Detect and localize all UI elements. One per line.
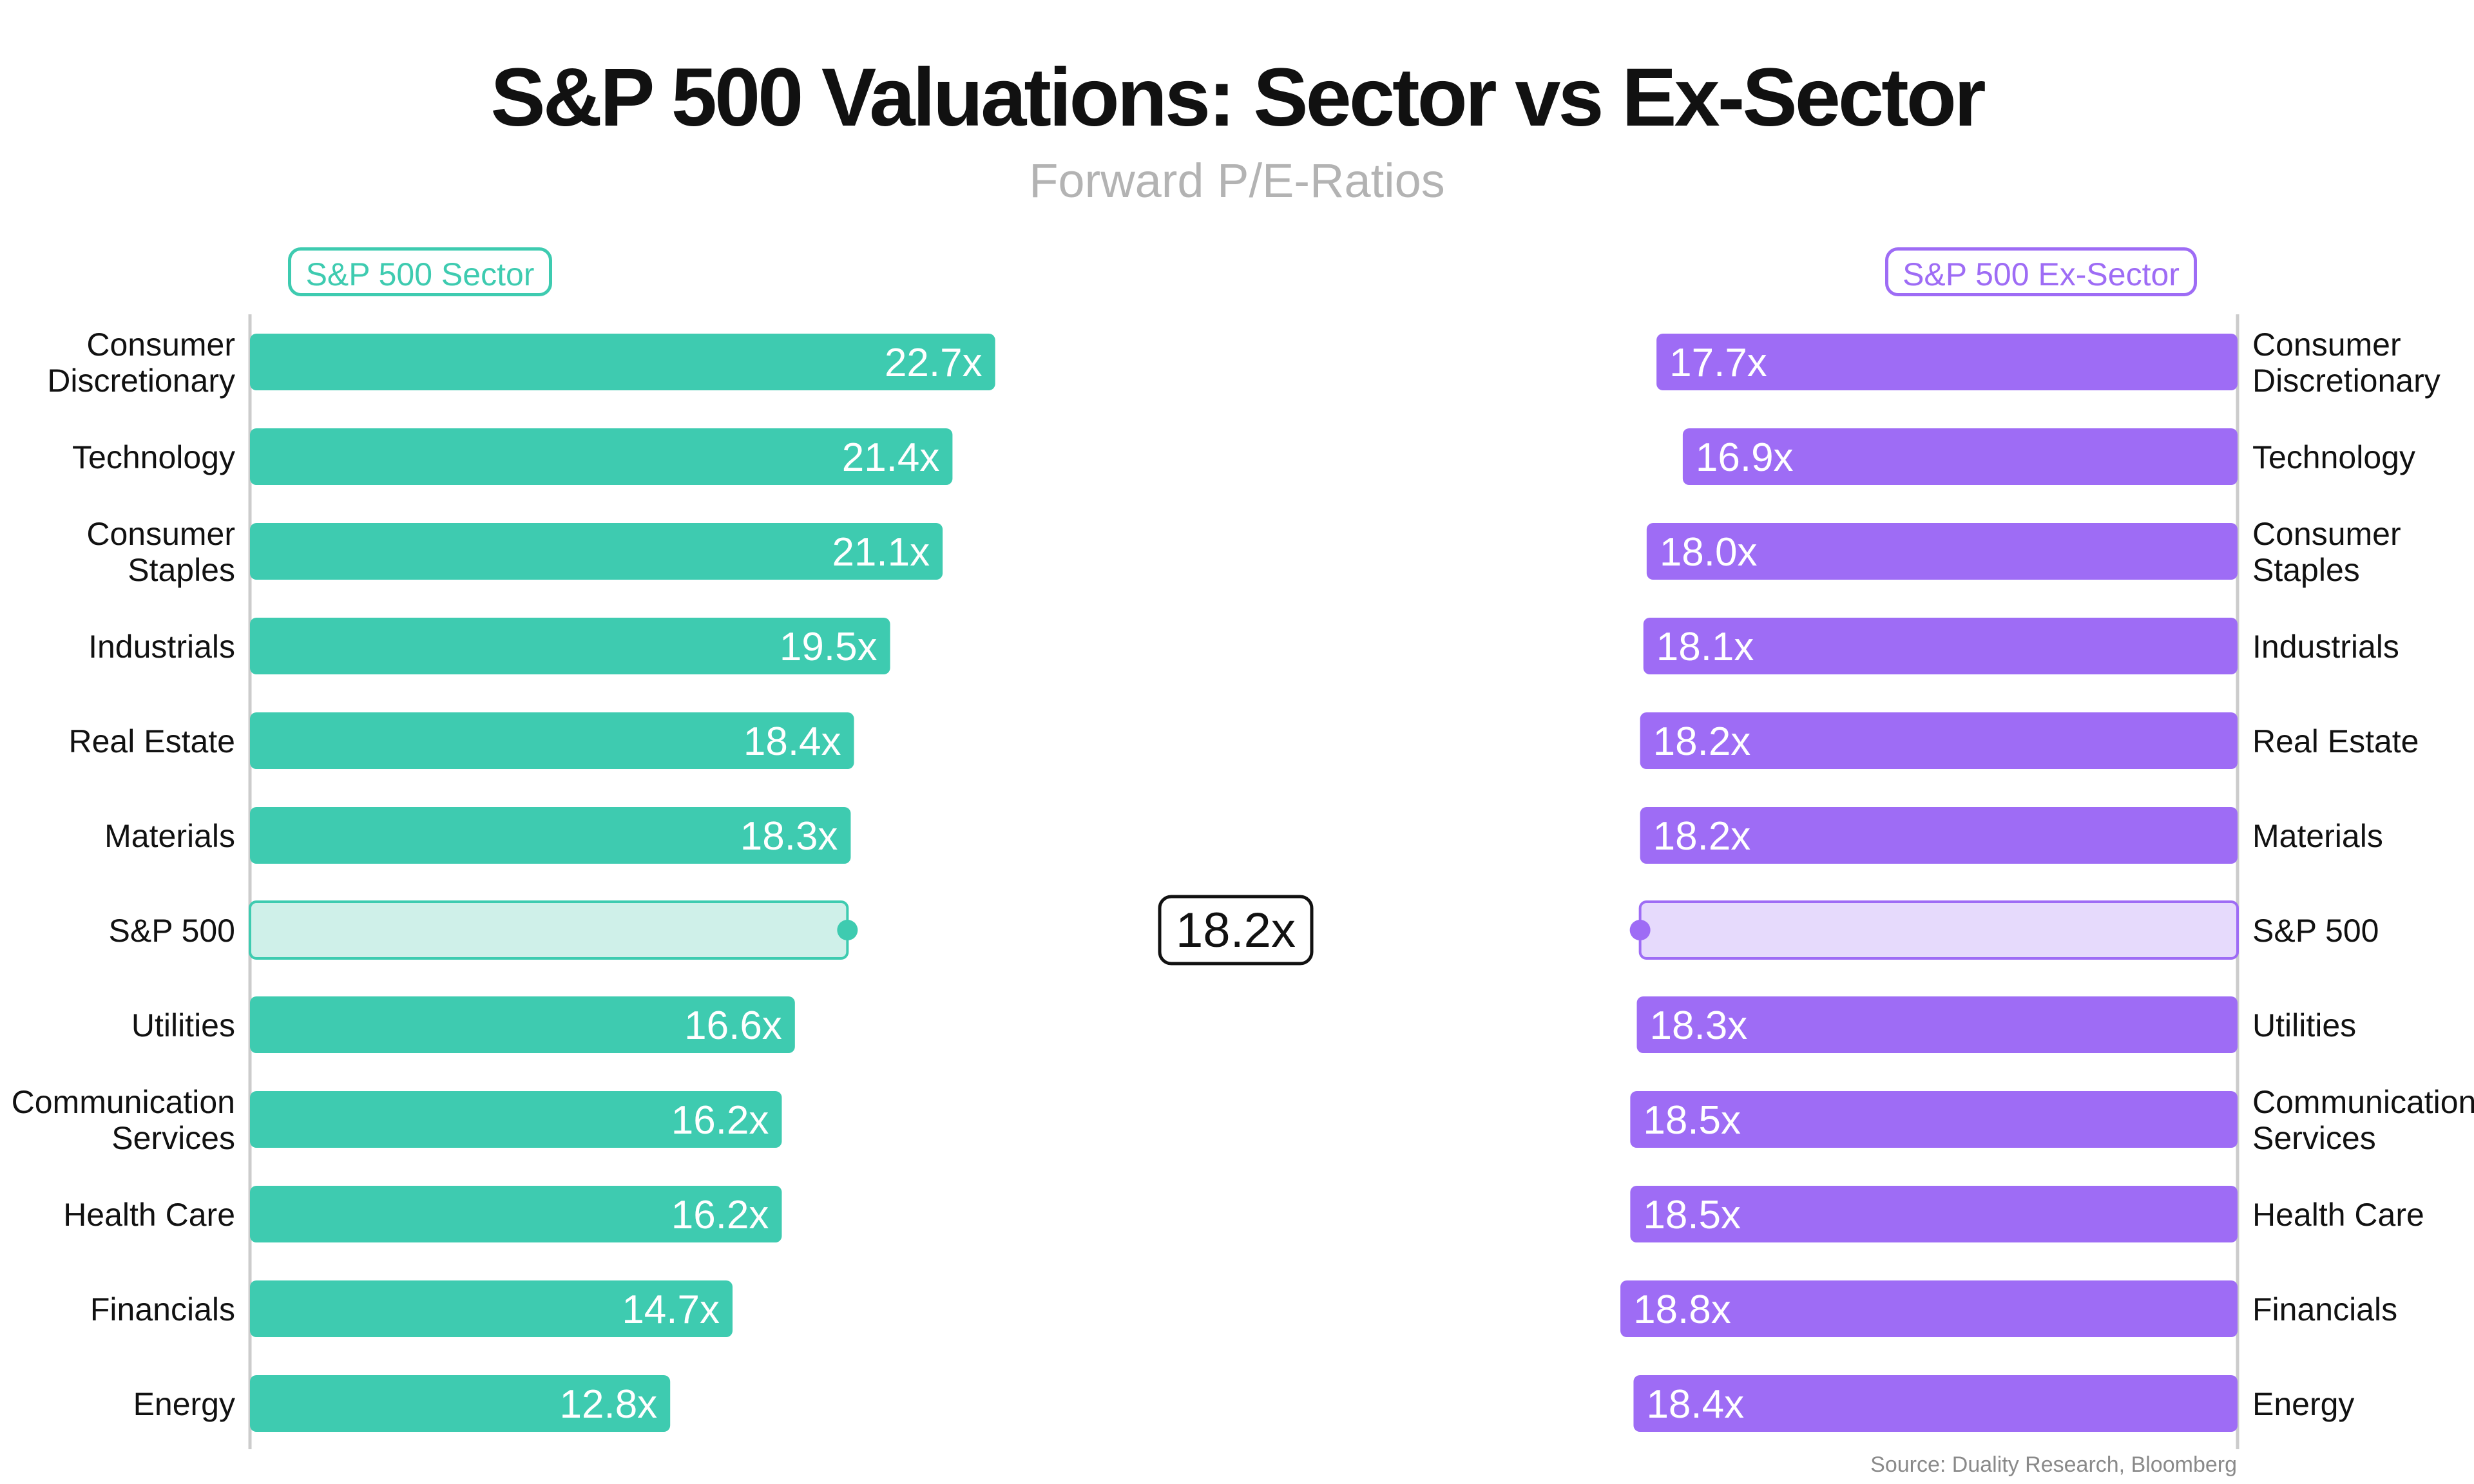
data-label-sector: 22.7x bbox=[885, 341, 983, 385]
data-label-ex-sector: 18.5x bbox=[1643, 1193, 1741, 1237]
category-label-right: Staples bbox=[2252, 552, 2360, 588]
category-label-right: Services bbox=[2252, 1120, 2376, 1156]
data-label-ex-sector: 18.2x bbox=[1653, 814, 1751, 859]
category-label-right: Materials bbox=[2252, 818, 2383, 854]
data-label-ex-sector: 16.9x bbox=[1696, 435, 1794, 480]
bar-ex-sector bbox=[1656, 334, 2238, 390]
data-label-sector: 14.7x bbox=[622, 1288, 720, 1332]
benchmark-marker-ex-sector bbox=[1629, 920, 1651, 940]
data-label-ex-sector: 18.0x bbox=[1660, 530, 1758, 575]
category-label-right: Technology bbox=[2252, 439, 2415, 475]
category-label-left: Industrials bbox=[88, 629, 235, 665]
category-label-right: Utilities bbox=[2252, 1007, 2356, 1043]
legend-sector: S&P 500 Sector bbox=[288, 247, 552, 296]
data-label-sector: 16.2x bbox=[671, 1098, 769, 1143]
data-label-ex-sector: 18.4x bbox=[1646, 1382, 1744, 1427]
category-label-left: Financials bbox=[90, 1291, 235, 1327]
data-label-ex-sector: 18.5x bbox=[1643, 1098, 1741, 1143]
category-label-left: Utilities bbox=[131, 1007, 235, 1043]
category-label-right: Consumer bbox=[2252, 516, 2401, 552]
bar-sector bbox=[250, 807, 851, 864]
benchmark-bar-sector bbox=[249, 900, 849, 960]
bar-sector bbox=[250, 712, 854, 769]
category-label-left: Staples bbox=[128, 552, 235, 588]
category-label-right: Health Care bbox=[2252, 1197, 2424, 1233]
category-label-left: Communication bbox=[12, 1084, 235, 1120]
bar-ex-sector bbox=[1682, 428, 2238, 485]
category-label-right: S&P 500 bbox=[2252, 913, 2379, 949]
legend-ex-sector: S&P 500 Ex-Sector bbox=[1885, 247, 2197, 296]
bar-ex-sector bbox=[1630, 1186, 2238, 1242]
category-label-left: Discretionary bbox=[47, 363, 235, 399]
data-label-sector: 19.5x bbox=[780, 625, 877, 669]
category-label-right: Financials bbox=[2252, 1291, 2397, 1327]
bar-ex-sector bbox=[1646, 523, 2238, 580]
bar-ex-sector bbox=[1640, 712, 2238, 769]
bar-ex-sector bbox=[1643, 618, 2238, 674]
category-label-right: Industrials bbox=[2252, 629, 2399, 665]
benchmark-bar-ex-sector bbox=[1638, 900, 2239, 960]
bar-sector bbox=[250, 618, 890, 674]
category-label-right: Communication bbox=[2252, 1084, 2474, 1120]
bar-sector bbox=[250, 1091, 782, 1148]
data-label-sector: 18.3x bbox=[740, 814, 838, 859]
data-label-ex-sector: 18.2x bbox=[1653, 719, 1751, 764]
bar-sector bbox=[250, 996, 795, 1053]
chart-subtitle: Forward P/E-Ratios bbox=[1029, 154, 1445, 207]
data-label-ex-sector: 18.3x bbox=[1650, 1004, 1748, 1048]
category-label-right: Energy bbox=[2252, 1386, 2354, 1422]
data-label-ex-sector: 18.1x bbox=[1656, 625, 1754, 669]
benchmark-label: 18.2x bbox=[1176, 903, 1296, 958]
bar-ex-sector bbox=[1636, 996, 2238, 1053]
bar-sector bbox=[250, 1375, 671, 1432]
bar-ex-sector bbox=[1640, 807, 2238, 864]
bar-sector bbox=[250, 523, 943, 580]
data-label-ex-sector: 17.7x bbox=[1669, 341, 1767, 385]
data-label-sector: 12.8x bbox=[560, 1382, 658, 1427]
category-label-left: Energy bbox=[133, 1386, 235, 1422]
bar-sector bbox=[250, 334, 995, 390]
data-label-sector: 16.2x bbox=[671, 1193, 769, 1237]
category-label-right: Consumer bbox=[2252, 327, 2401, 363]
benchmark-label-box bbox=[1158, 895, 1314, 966]
source-note: Source: Duality Research, Bloomberg bbox=[1870, 1452, 2237, 1477]
data-label-sector: 21.1x bbox=[832, 530, 930, 575]
bar-sector bbox=[250, 428, 953, 485]
bar-sector bbox=[250, 1186, 782, 1242]
bar-ex-sector bbox=[1620, 1280, 2238, 1337]
category-label-left: Health Care bbox=[63, 1197, 235, 1233]
benchmark-marker-sector bbox=[837, 920, 858, 940]
category-label-left: S&P 500 bbox=[109, 913, 235, 949]
category-label-left: Technology bbox=[72, 439, 235, 475]
category-label-left: Consumer bbox=[86, 516, 235, 552]
category-label-left: Materials bbox=[104, 818, 235, 854]
category-label-left: Real Estate bbox=[69, 723, 235, 759]
category-label-left: Consumer bbox=[86, 327, 235, 363]
bar-ex-sector bbox=[1630, 1091, 2238, 1148]
data-label-sector: 21.4x bbox=[842, 435, 940, 480]
bar-ex-sector bbox=[1633, 1375, 2238, 1432]
category-label-left: Services bbox=[111, 1120, 235, 1156]
bar-sector bbox=[250, 1280, 733, 1337]
data-label-sector: 16.6x bbox=[684, 1004, 782, 1048]
category-label-right: Discretionary bbox=[2252, 363, 2440, 399]
category-label-right: Real Estate bbox=[2252, 723, 2419, 759]
data-label-ex-sector: 18.8x bbox=[1633, 1288, 1731, 1332]
chart-title: S&P 500 Valuations: Sector vs Ex-Sector bbox=[490, 52, 1986, 144]
data-label-sector: 18.4x bbox=[743, 719, 841, 764]
